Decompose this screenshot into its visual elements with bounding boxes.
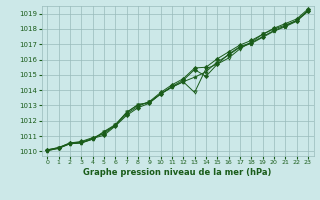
X-axis label: Graphe pression niveau de la mer (hPa): Graphe pression niveau de la mer (hPa) <box>84 168 272 177</box>
